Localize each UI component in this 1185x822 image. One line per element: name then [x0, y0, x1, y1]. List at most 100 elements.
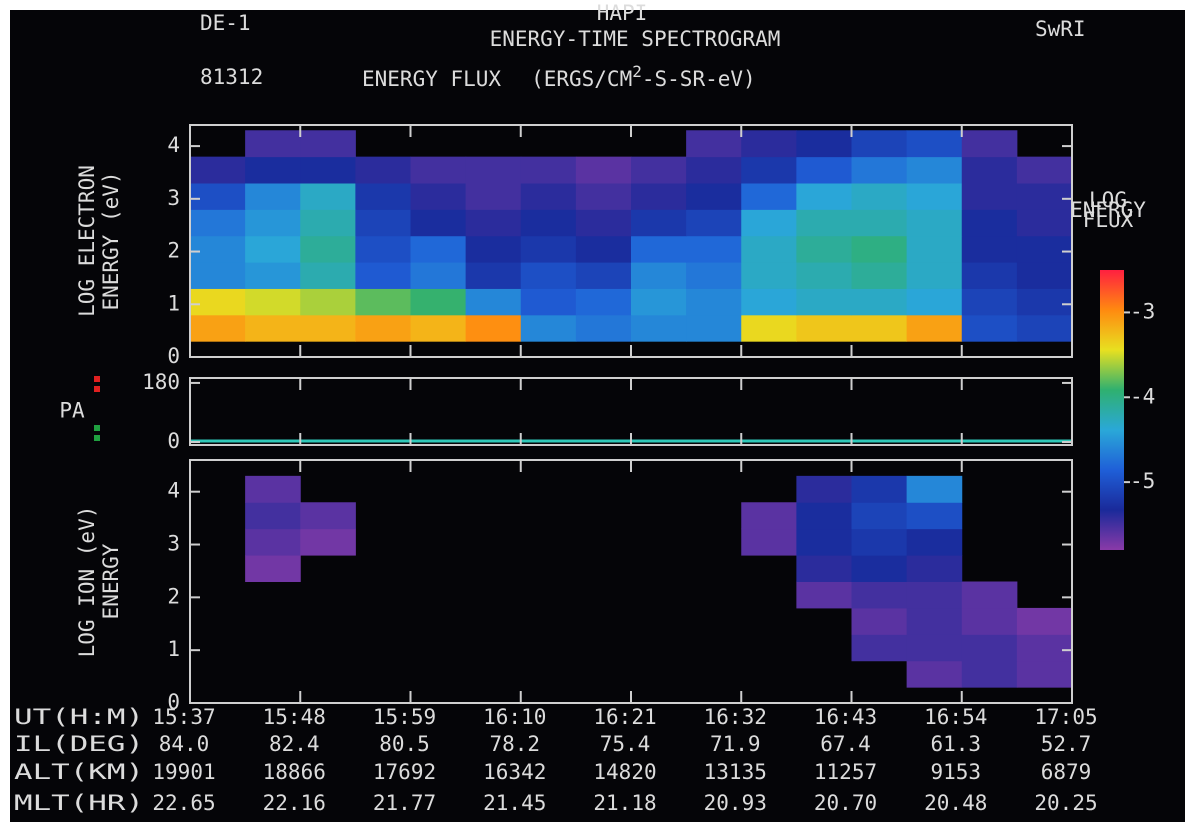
y-tick-label: 1 — [167, 291, 180, 315]
y-tick-label: 3 — [167, 532, 180, 556]
heat-cell — [796, 529, 852, 556]
heat-cell — [852, 315, 908, 342]
ephemeris-value: 14820 — [593, 760, 656, 784]
heat-cell — [300, 502, 356, 529]
heat-cell — [245, 157, 301, 184]
heat-cell — [962, 661, 1018, 688]
ephemeris-value: 16:10 — [483, 705, 546, 729]
colorbar-tick-label: -5 — [1130, 469, 1155, 493]
heat-cell — [741, 130, 797, 157]
ephemeris-value: 16:54 — [924, 705, 987, 729]
heat-cell — [852, 130, 908, 157]
heat-cell — [907, 262, 963, 289]
heat-cell — [907, 608, 963, 635]
heat-cell — [686, 288, 742, 315]
y-tick-label: 4 — [167, 479, 180, 503]
heat-cell — [962, 634, 1018, 661]
heat-cell — [1017, 157, 1073, 184]
heat-cell — [1017, 183, 1073, 210]
heat-cell — [962, 262, 1018, 289]
heat-cell — [190, 262, 246, 289]
heat-cell — [631, 262, 687, 289]
ephemeris-label: ALT(KM) — [14, 760, 144, 784]
heat-cell — [962, 157, 1018, 184]
ephemeris-value: 82.4 — [269, 732, 320, 756]
heat-cell — [741, 502, 797, 529]
heat-cell — [796, 555, 852, 582]
ephemeris-value: 21.77 — [373, 791, 436, 815]
heat-cell — [1017, 634, 1073, 661]
y-tick-label: 0 — [167, 344, 180, 368]
ephemeris-value: 15:48 — [263, 705, 326, 729]
heat-cell — [190, 209, 246, 236]
colorbar — [1100, 270, 1124, 550]
heat-cell — [907, 555, 963, 582]
heat-cell — [852, 157, 908, 184]
heat-cell — [521, 209, 577, 236]
pa-marker — [94, 386, 100, 392]
heat-cell — [631, 183, 687, 210]
heat-cell — [245, 476, 301, 503]
heat-cell — [907, 529, 963, 556]
plot-area — [190, 130, 1073, 341]
heat-cell — [796, 476, 852, 503]
heat-cell — [576, 183, 632, 210]
heat-cell — [245, 236, 301, 263]
ephemeris-value: 71.9 — [710, 732, 761, 756]
heat-cell — [355, 262, 411, 289]
heat-cell — [907, 209, 963, 236]
heat-cell — [907, 634, 963, 661]
heat-cell — [466, 288, 522, 315]
heat-cell — [355, 157, 411, 184]
heat-cell — [631, 209, 687, 236]
heat-cell — [411, 157, 467, 184]
heat-cell — [521, 157, 577, 184]
heat-cell — [466, 209, 522, 236]
heat-cell — [796, 183, 852, 210]
ephemeris-value: 21.18 — [593, 791, 656, 815]
heat-cell — [741, 157, 797, 184]
heat-cell — [355, 288, 411, 315]
heat-cell — [466, 315, 522, 342]
y-tick-label: 0 — [167, 429, 180, 453]
heat-cell — [852, 209, 908, 236]
heat-cell — [741, 236, 797, 263]
ephemeris-value: 67.4 — [820, 732, 871, 756]
ephemeris-value: 15:59 — [373, 705, 436, 729]
heat-cell — [686, 183, 742, 210]
heat-cell — [686, 262, 742, 289]
heat-cell — [852, 529, 908, 556]
heat-cell — [962, 236, 1018, 263]
heat-cell — [245, 183, 301, 210]
mission: DE-1 — [200, 11, 251, 35]
unit: -S-SR-eV) — [642, 67, 756, 91]
ephemeris-value: 52.7 — [1041, 732, 1092, 756]
ephemeris-value: 9153 — [930, 760, 981, 784]
heat-cell — [852, 183, 908, 210]
colorbar-tick-label: -3 — [1130, 299, 1155, 323]
heat-cell — [907, 502, 963, 529]
ephemeris-value: 16:21 — [593, 705, 656, 729]
heat-cell — [907, 236, 963, 263]
heat-cell — [962, 315, 1018, 342]
heat-cell — [355, 183, 411, 210]
heat-cell — [741, 262, 797, 289]
ephemeris-label: MLT(HR) — [14, 791, 144, 815]
y-axis-title: ENERGY (eV) — [99, 171, 123, 310]
ephemeris-label: IL(DEG) — [14, 732, 144, 756]
heat-cell — [852, 288, 908, 315]
heat-cell — [1017, 236, 1073, 263]
y-axis-title: LOG ELECTRON — [75, 165, 99, 317]
y-tick-label: 3 — [167, 186, 180, 210]
heat-cell — [411, 236, 467, 263]
heat-cell — [686, 236, 742, 263]
heat-cell — [686, 157, 742, 184]
unit: (ERGS/CM — [531, 67, 632, 91]
heat-cell — [411, 209, 467, 236]
unit-superscript: 2 — [632, 62, 642, 81]
heat-cell — [907, 157, 963, 184]
heat-cell — [631, 236, 687, 263]
heat-cell — [521, 262, 577, 289]
heat-cell — [190, 315, 246, 342]
ephemeris-value: 61.3 — [930, 732, 981, 756]
